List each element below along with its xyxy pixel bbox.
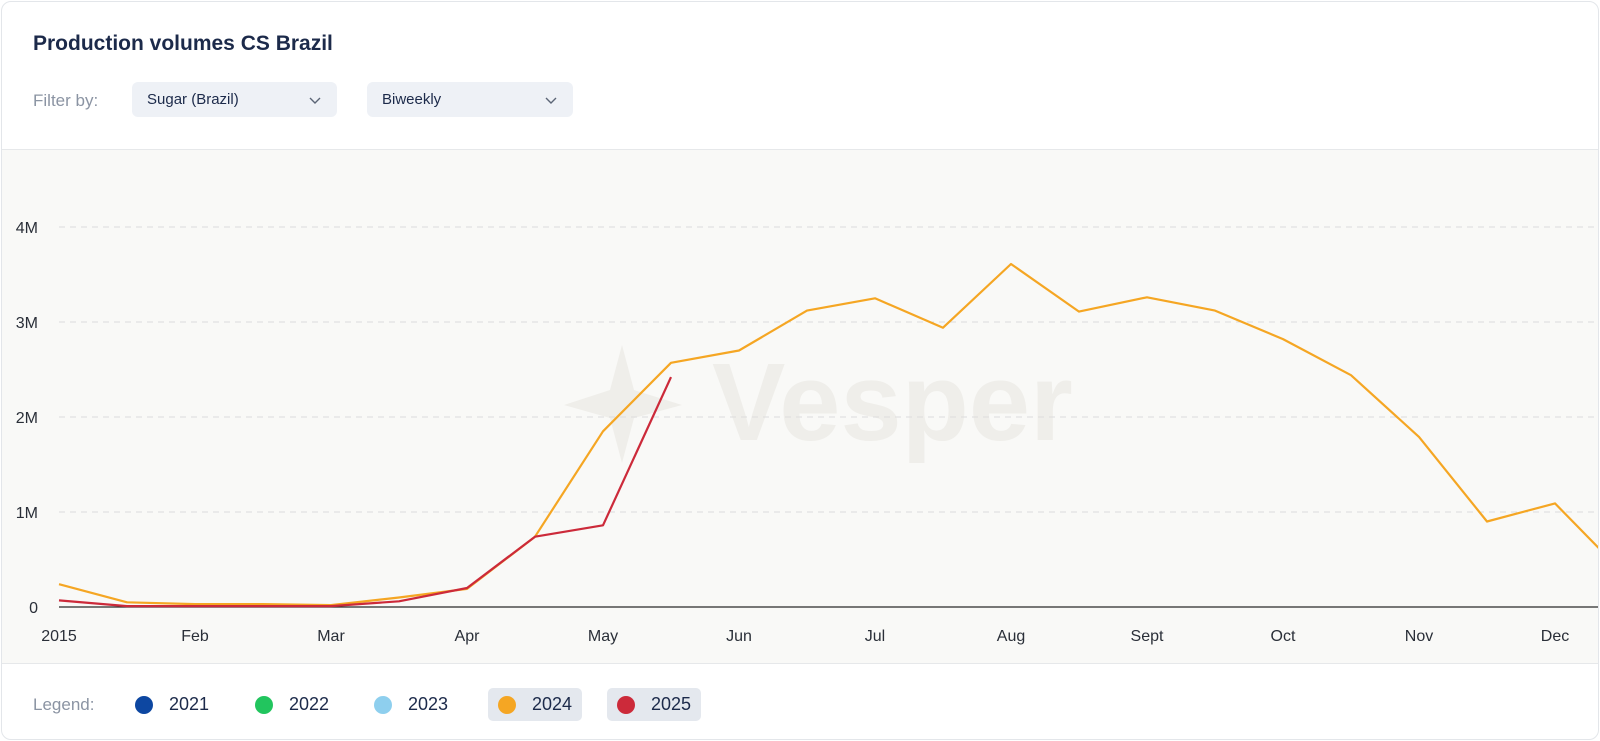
legend-dot-icon <box>255 695 273 714</box>
x-tick-label: Jul <box>865 628 885 645</box>
x-tick-label: Aug <box>997 628 1025 645</box>
legend-item-label: 2025 <box>651 694 692 714</box>
x-axis-ticks: 2015 Feb Mar Apr May Jun Jul Aug Sept Oct Nov Dec <box>41 628 1569 645</box>
x-tick-label: Jun <box>726 628 752 645</box>
chevron-down-icon <box>545 97 557 104</box>
series-lines <box>58 262 1598 608</box>
x-tick-label: 2015 <box>41 628 77 645</box>
legend-label: Legend: <box>33 695 95 714</box>
line-chart: Vesper 0 1M 2M 3M 4M 2015 Feb Mar Apr May Jun Jul A… <box>16 220 1598 645</box>
y-axis-ticks: 0 1M 2M 3M 4M <box>16 220 38 617</box>
x-tick-label: Dec <box>1541 628 1569 645</box>
x-tick-label: Sept <box>1131 628 1164 645</box>
legend-dot-icon <box>135 695 153 714</box>
x-tick-label: May <box>588 628 618 645</box>
plot-area: Vesper 0 1M 2M 3M 4M 2015 Feb Mar Apr May Jun Jul A… <box>2 149 1598 664</box>
legend-dot-icon <box>374 695 392 714</box>
legend-dot-icon <box>617 695 635 714</box>
y-tick-label: 1M <box>16 505 38 522</box>
x-tick-label: Feb <box>181 628 209 645</box>
legend-item-label: 2024 <box>532 694 573 714</box>
legend-item-2021[interactable]: 2021 <box>125 688 219 721</box>
product-select-value: Sugar (Brazil) <box>147 91 239 108</box>
legend-item-2023[interactable]: 2023 <box>364 688 458 721</box>
legend-dot-icon <box>498 695 516 714</box>
watermark-logo: Vesper <box>564 341 1073 464</box>
legend-item-label: 2023 <box>408 694 449 714</box>
filter-label: Filter by: <box>33 91 99 110</box>
x-tick-label: Nov <box>1405 628 1433 645</box>
watermark-star-icon <box>564 345 682 463</box>
legend-item-label: 2021 <box>169 694 210 714</box>
watermark-text: Vesper <box>712 341 1073 464</box>
period-select[interactable]: Biweekly <box>367 82 573 117</box>
series-line-2025 <box>58 376 672 608</box>
legend-item-2024[interactable]: 2024 <box>488 688 583 721</box>
x-tick-label: Apr <box>455 628 481 645</box>
grid-lines <box>59 226 1598 608</box>
legend-item-2022[interactable]: 2022 <box>245 688 339 721</box>
series-line-2024 <box>58 262 1598 607</box>
chevron-down-icon <box>309 97 321 104</box>
product-select[interactable]: Sugar (Brazil) <box>132 82 337 117</box>
x-tick-label: Mar <box>317 628 345 645</box>
period-select-value: Biweekly <box>382 91 442 108</box>
x-tick-label: Oct <box>1271 628 1296 645</box>
y-tick-label: 0 <box>29 600 38 617</box>
y-tick-label: 2M <box>16 410 38 427</box>
legend-item-label: 2022 <box>289 694 330 714</box>
legend-item-2025[interactable]: 2025 <box>607 688 702 721</box>
y-tick-label: 4M <box>16 220 38 237</box>
y-tick-label: 3M <box>16 315 38 332</box>
page-title: Production volumes CS Brazil <box>33 32 333 55</box>
